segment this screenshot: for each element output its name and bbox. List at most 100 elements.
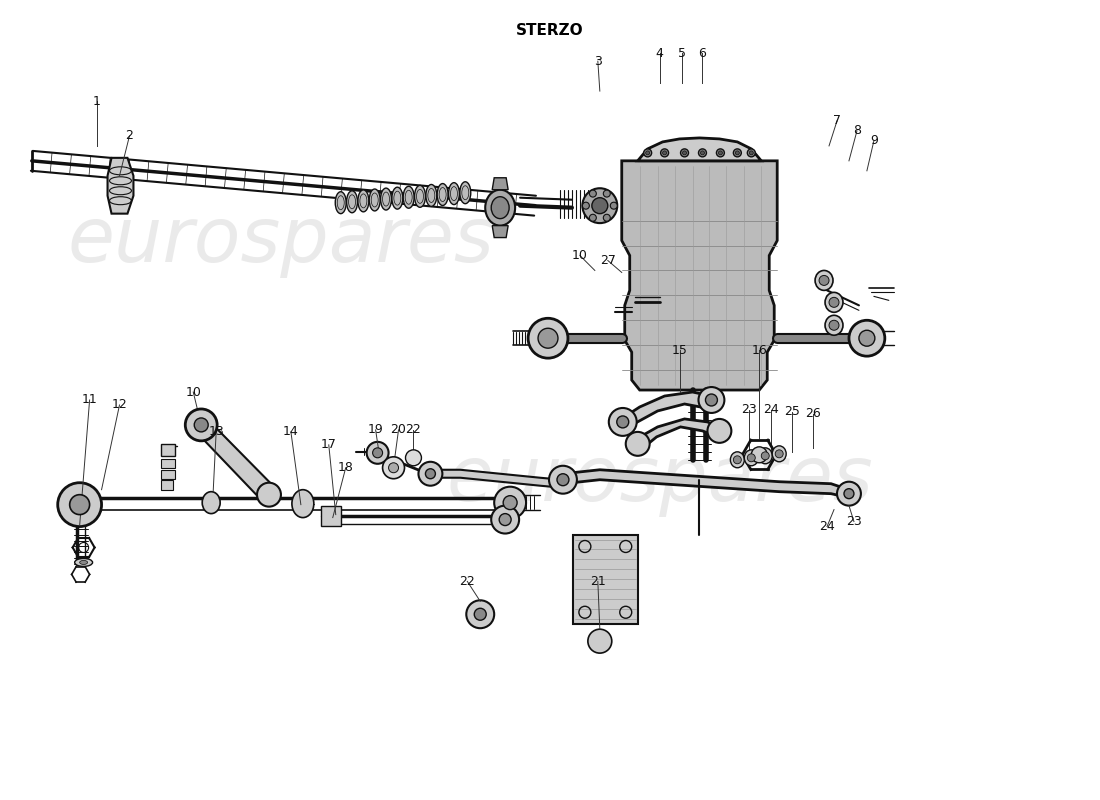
Text: eurospares: eurospares: [447, 442, 873, 517]
Text: 3: 3: [594, 54, 602, 68]
Circle shape: [383, 457, 405, 478]
Ellipse shape: [358, 190, 368, 212]
Circle shape: [736, 151, 739, 155]
Polygon shape: [108, 158, 133, 214]
Circle shape: [610, 202, 617, 209]
Text: 22: 22: [460, 575, 475, 588]
Bar: [162, 458, 175, 468]
Circle shape: [705, 394, 717, 406]
Circle shape: [617, 416, 629, 428]
Ellipse shape: [745, 450, 758, 466]
Circle shape: [646, 151, 650, 155]
Ellipse shape: [492, 197, 509, 218]
Ellipse shape: [404, 186, 415, 208]
Ellipse shape: [825, 315, 843, 335]
Bar: [162, 470, 175, 478]
Circle shape: [849, 320, 884, 356]
Circle shape: [538, 328, 558, 348]
Ellipse shape: [370, 189, 381, 211]
Circle shape: [661, 149, 669, 157]
Circle shape: [747, 149, 756, 157]
Bar: [162, 444, 175, 456]
Polygon shape: [430, 470, 562, 488]
Circle shape: [829, 298, 839, 307]
Ellipse shape: [292, 490, 313, 518]
Circle shape: [837, 482, 861, 506]
Circle shape: [681, 149, 689, 157]
Text: STERZO: STERZO: [516, 23, 584, 38]
Circle shape: [57, 482, 101, 526]
Polygon shape: [635, 419, 719, 450]
Circle shape: [590, 190, 596, 197]
Circle shape: [406, 450, 421, 466]
Circle shape: [592, 198, 608, 214]
Circle shape: [257, 482, 280, 506]
Circle shape: [747, 454, 756, 462]
Circle shape: [698, 149, 706, 157]
Circle shape: [603, 190, 611, 197]
Circle shape: [549, 466, 576, 494]
Text: 26: 26: [805, 407, 821, 421]
Circle shape: [590, 214, 596, 222]
Circle shape: [366, 442, 388, 464]
Text: 13: 13: [208, 426, 224, 438]
Ellipse shape: [460, 182, 471, 204]
Circle shape: [426, 469, 436, 478]
Text: 8: 8: [852, 125, 861, 138]
Circle shape: [662, 151, 667, 155]
Text: 20: 20: [390, 423, 407, 436]
Ellipse shape: [815, 270, 833, 290]
Circle shape: [749, 151, 754, 155]
Circle shape: [195, 418, 208, 432]
Circle shape: [466, 600, 494, 628]
Circle shape: [829, 320, 839, 330]
Ellipse shape: [449, 182, 460, 205]
Circle shape: [776, 450, 783, 458]
Text: 25: 25: [784, 406, 800, 418]
Circle shape: [582, 202, 590, 209]
Polygon shape: [563, 470, 849, 498]
Text: eurospares: eurospares: [67, 203, 494, 278]
Text: 6: 6: [698, 46, 706, 60]
Circle shape: [418, 462, 442, 486]
Circle shape: [557, 474, 569, 486]
Bar: [321, 506, 341, 526]
Ellipse shape: [426, 185, 437, 206]
Circle shape: [69, 494, 89, 514]
Circle shape: [859, 330, 874, 346]
Bar: [573, 534, 638, 624]
Text: 22: 22: [406, 423, 421, 436]
Text: 2: 2: [125, 130, 133, 142]
Circle shape: [716, 149, 725, 157]
Polygon shape: [195, 420, 277, 500]
Polygon shape: [621, 161, 778, 390]
Circle shape: [734, 149, 741, 157]
Circle shape: [626, 432, 650, 456]
Ellipse shape: [75, 558, 92, 566]
Circle shape: [707, 419, 732, 443]
Text: 15: 15: [672, 344, 688, 357]
Ellipse shape: [758, 448, 772, 464]
Text: 5: 5: [678, 46, 685, 60]
Circle shape: [492, 506, 519, 534]
Polygon shape: [619, 392, 715, 423]
Text: 11: 11: [81, 394, 98, 406]
Text: 27: 27: [600, 254, 616, 267]
Ellipse shape: [381, 188, 392, 210]
Circle shape: [718, 151, 723, 155]
Ellipse shape: [485, 190, 515, 226]
Text: 18: 18: [338, 462, 353, 474]
Text: 21: 21: [590, 575, 606, 588]
Circle shape: [734, 456, 741, 464]
Text: 4: 4: [656, 46, 663, 60]
Text: 7: 7: [833, 114, 842, 127]
Text: 19: 19: [367, 423, 384, 436]
Circle shape: [844, 489, 854, 498]
Circle shape: [820, 275, 829, 286]
Text: 12: 12: [111, 398, 128, 411]
Circle shape: [603, 214, 611, 222]
Ellipse shape: [336, 192, 346, 214]
Circle shape: [185, 409, 217, 441]
Text: 9: 9: [870, 134, 878, 147]
Text: 1: 1: [92, 94, 100, 107]
